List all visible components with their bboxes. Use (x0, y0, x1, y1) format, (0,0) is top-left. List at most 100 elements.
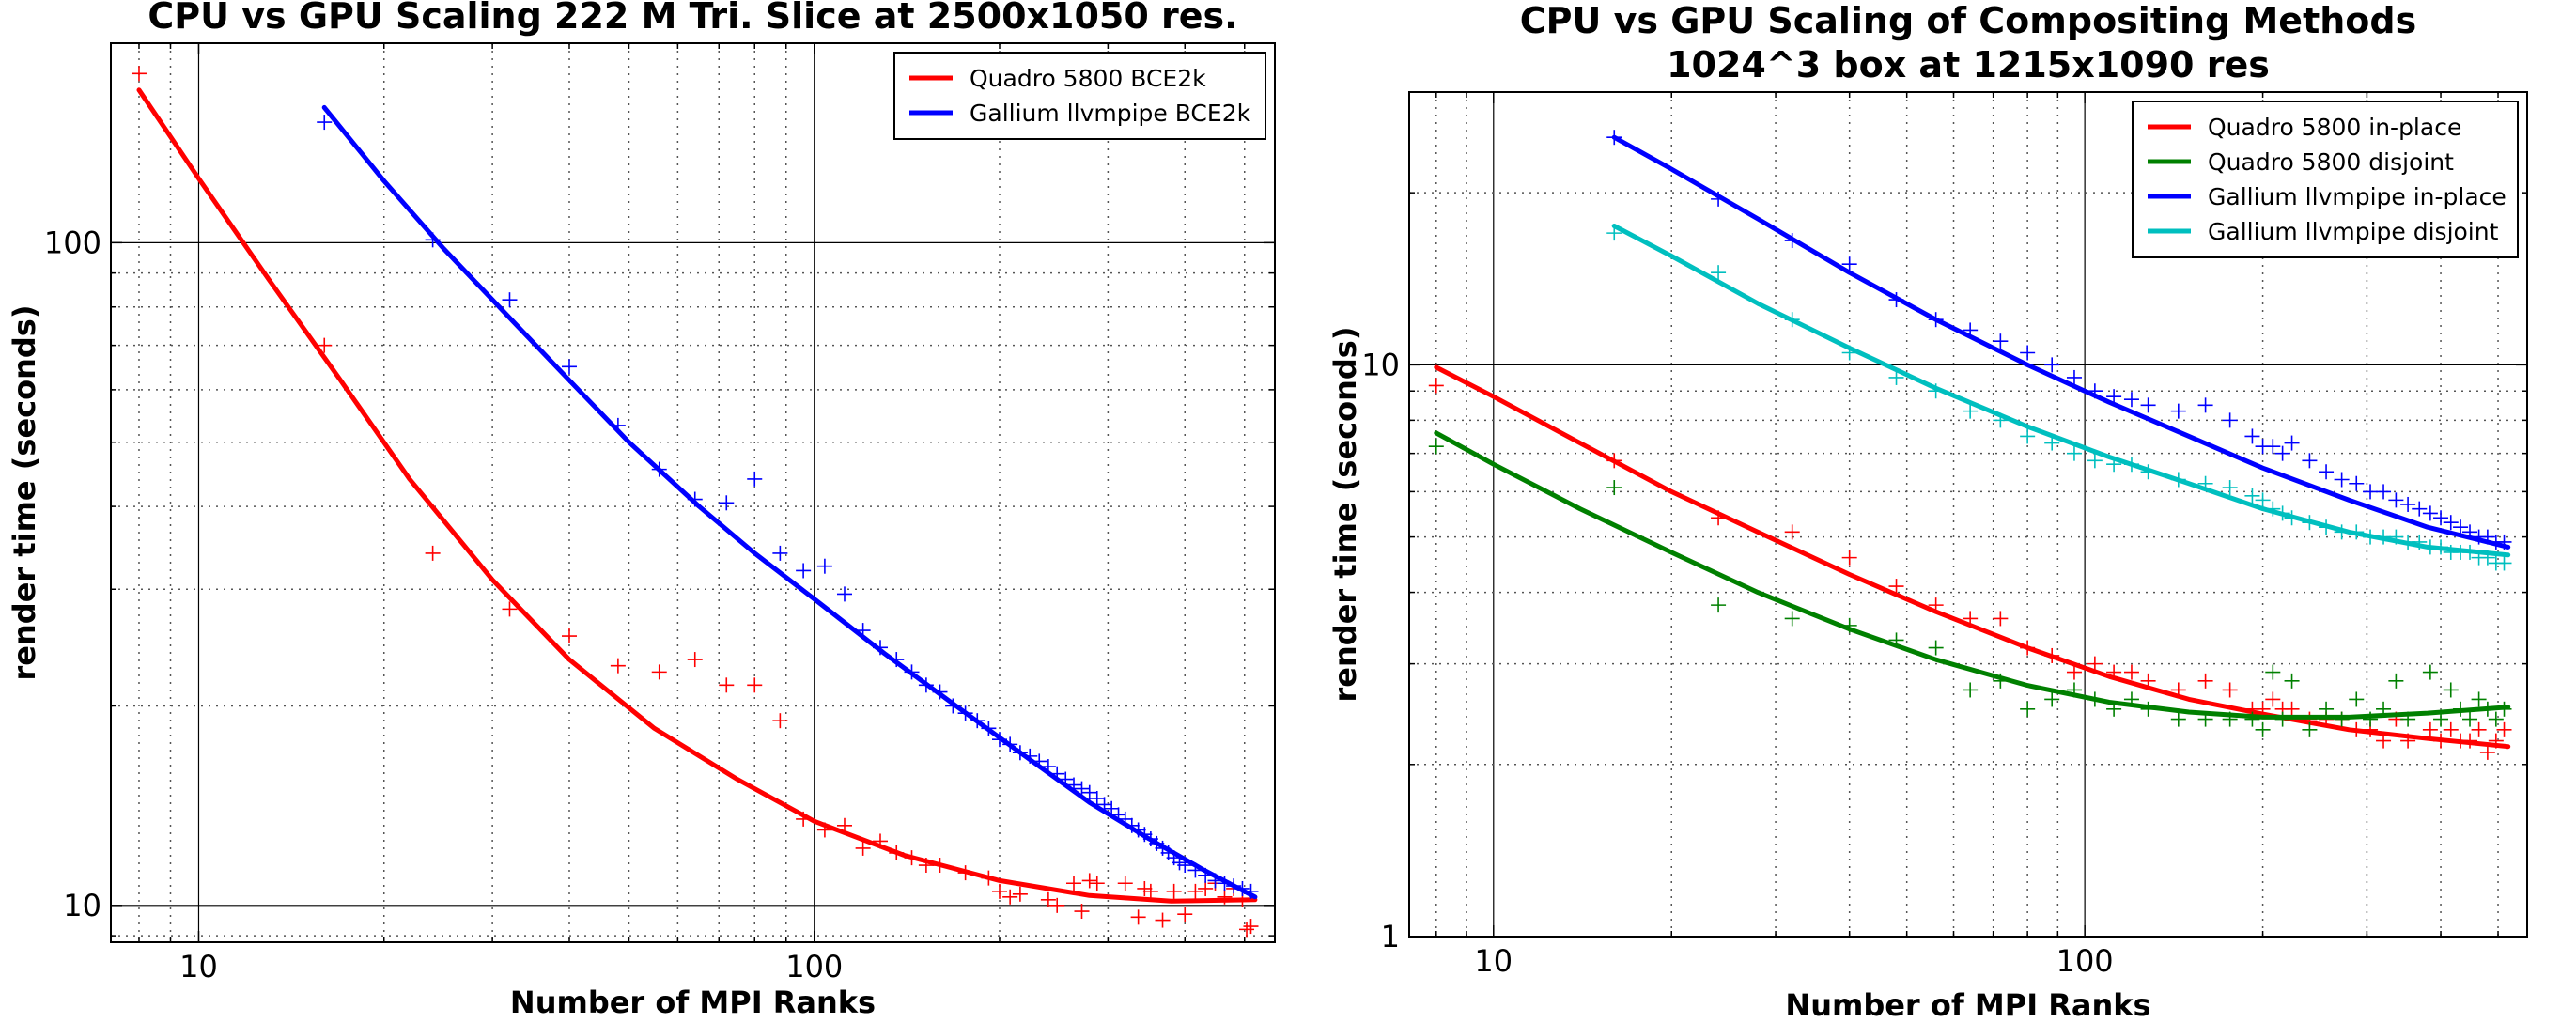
data-point (1142, 883, 1158, 899)
series-2 (317, 104, 1259, 900)
data-point (561, 628, 577, 644)
data-point (2265, 664, 2281, 680)
data-point (2302, 453, 2318, 469)
data-point (1137, 880, 1153, 896)
legend-label: Gallium llvmpipe BCE2k (970, 100, 1251, 127)
data-point (610, 658, 626, 674)
legend-entry: Quadro 5800 disjoint (2148, 148, 2454, 176)
fit-line (1611, 224, 2511, 558)
y-tick-label: 1 (1381, 919, 1400, 954)
data-point (2443, 515, 2459, 531)
fit-line (1434, 430, 2511, 720)
fit-line (1434, 364, 2511, 750)
data-point (1198, 880, 1214, 896)
fit-line (321, 104, 1258, 900)
series-3 (1606, 130, 2512, 550)
data-point (2443, 721, 2459, 737)
fit-line (1611, 134, 2511, 550)
data-point (2087, 453, 2103, 469)
data-point (2479, 744, 2495, 760)
data-point (2349, 691, 2365, 707)
legend-label: Quadro 5800 BCE2k (970, 65, 1206, 92)
legend-label: Gallium llvmpipe in-place (2208, 183, 2506, 210)
y-axis-label: render time (seconds) (7, 305, 42, 681)
data-point (2453, 519, 2469, 535)
data-point (651, 664, 667, 680)
data-point (796, 563, 812, 579)
x-axis-label: Number of MPI Ranks (1785, 987, 2150, 1023)
data-point (2349, 475, 2365, 491)
data-point (1040, 891, 1056, 907)
plot-frame (1408, 91, 2528, 938)
data-point (2471, 691, 2487, 707)
data-point (1993, 333, 2009, 349)
data-point (2222, 682, 2238, 698)
grid (111, 43, 1275, 942)
data-point (2123, 664, 2139, 680)
data-point (1841, 256, 1857, 272)
data-point (502, 601, 518, 617)
legend: Quadro 5800 BCE2k Gallium llvmpipe BCE2k (893, 52, 1266, 140)
data-point (2244, 488, 2260, 504)
y-tick-label: 100 (44, 225, 101, 260)
data-point (2412, 501, 2428, 517)
data-point (1089, 876, 1105, 891)
data-point (2197, 397, 2213, 413)
legend-label: Gallium llvmpipe disjoint (2208, 218, 2499, 245)
data-point (2274, 445, 2290, 461)
series-1 (131, 66, 1259, 938)
data-point (1049, 897, 1065, 913)
data-point (2319, 701, 2335, 717)
x-tick-label: 100 (2056, 943, 2114, 979)
legend-box (893, 52, 1266, 140)
data-point (772, 713, 788, 729)
data-point (1711, 265, 1727, 281)
data-point (1784, 611, 1800, 627)
data-point (816, 558, 832, 574)
data-point (2284, 673, 2300, 689)
x-axis-label: Number of MPI Ranks (510, 984, 876, 1020)
data-point (836, 586, 852, 602)
data-point (1428, 378, 1444, 394)
data-point (1711, 597, 1727, 613)
data-point (2170, 711, 2186, 727)
data-point (2462, 711, 2478, 727)
series-2 (1428, 430, 2512, 737)
data-point (317, 337, 333, 353)
legend-entry: Gallium llvmpipe BCE2k (909, 100, 1251, 127)
data-point (747, 471, 763, 487)
y-axis-label: render time (seconds) (1327, 327, 1363, 703)
data-point (2170, 403, 2186, 419)
data-point (2140, 397, 2156, 413)
legend-entry: Gallium llvmpipe disjoint (2148, 218, 2499, 245)
data-point (2443, 682, 2459, 698)
data-point (2284, 435, 2300, 451)
data-point (2302, 721, 2318, 737)
data-point (2255, 492, 2271, 508)
data-point (2265, 691, 2281, 707)
series-4 (1606, 224, 2512, 571)
data-point (772, 545, 788, 561)
data-point (2319, 464, 2335, 480)
legend-label: Quadro 5800 in-place (2208, 114, 2461, 141)
data-point (1066, 876, 1082, 891)
legend-entry: Gallium llvmpipe in-place (2148, 183, 2506, 210)
data-point (2284, 701, 2300, 717)
chart-panel-2: 10 100 1 10 CPU vs GPU Scaling of Compositin… (1327, 0, 2528, 1023)
plot-frame (110, 42, 1276, 943)
data-point (1089, 790, 1105, 806)
data-point (2222, 480, 2238, 496)
data-point (2388, 673, 2404, 689)
data-point (2334, 472, 2350, 488)
legend-entry: Quadro 5800 BCE2k (909, 65, 1206, 92)
data-point (2496, 721, 2512, 737)
data-point (2020, 428, 2036, 444)
data-point (1155, 912, 1171, 928)
data-point (1888, 579, 1904, 595)
data-point (2066, 664, 2082, 680)
data-point (1117, 876, 1133, 891)
data-point (131, 66, 147, 82)
data-point (1993, 611, 2009, 627)
fit-line (136, 87, 1258, 904)
